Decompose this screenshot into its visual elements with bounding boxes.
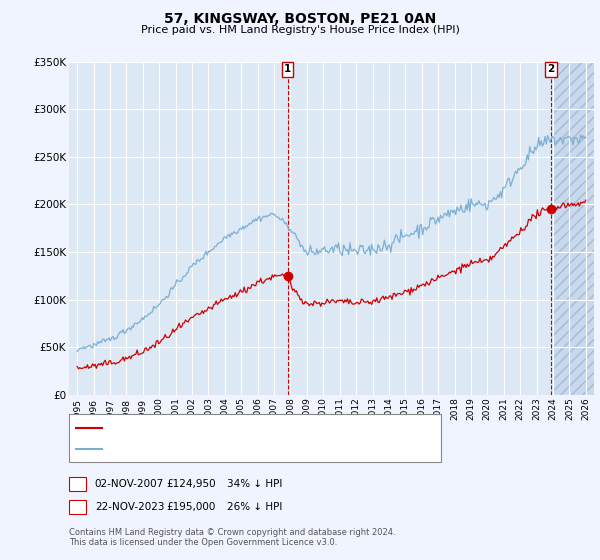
- Text: Price paid vs. HM Land Registry's House Price Index (HPI): Price paid vs. HM Land Registry's House …: [140, 25, 460, 35]
- Text: £124,950: £124,950: [167, 479, 217, 489]
- Text: 57, KINGSWAY, BOSTON, PE21 0AN: 57, KINGSWAY, BOSTON, PE21 0AN: [164, 12, 436, 26]
- Text: 2: 2: [548, 64, 555, 74]
- Text: £195,000: £195,000: [167, 502, 216, 512]
- Bar: [553, 62, 594, 395]
- Text: 02-NOV-2007: 02-NOV-2007: [95, 479, 164, 489]
- Text: 22-NOV-2023: 22-NOV-2023: [95, 502, 164, 512]
- Text: 34% ↓ HPI: 34% ↓ HPI: [227, 479, 282, 489]
- Text: 1: 1: [74, 479, 81, 489]
- Text: 57, KINGSWAY, BOSTON, PE21 0AN (detached house): 57, KINGSWAY, BOSTON, PE21 0AN (detached…: [107, 423, 367, 433]
- Text: HPI: Average price, detached house, Boston: HPI: Average price, detached house, Bost…: [107, 444, 322, 454]
- Text: 26% ↓ HPI: 26% ↓ HPI: [227, 502, 282, 512]
- Text: 2: 2: [74, 502, 81, 512]
- Text: 1: 1: [284, 64, 292, 74]
- Text: Contains HM Land Registry data © Crown copyright and database right 2024.
This d: Contains HM Land Registry data © Crown c…: [69, 528, 395, 547]
